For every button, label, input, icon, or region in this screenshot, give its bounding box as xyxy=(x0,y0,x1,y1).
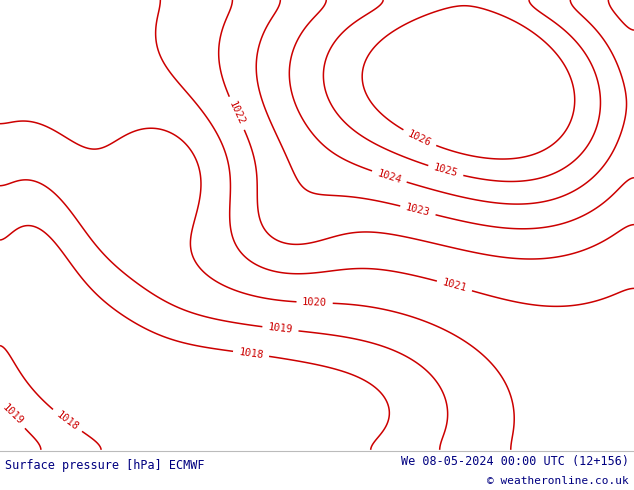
Text: 1020: 1020 xyxy=(302,297,327,308)
Text: Surface pressure [hPa] ECMWF: Surface pressure [hPa] ECMWF xyxy=(5,459,205,471)
Text: We 08-05-2024 00:00 UTC (12+156): We 08-05-2024 00:00 UTC (12+156) xyxy=(401,455,629,468)
Text: 1018: 1018 xyxy=(54,409,80,432)
Text: 1019: 1019 xyxy=(0,403,25,427)
Text: 1019: 1019 xyxy=(268,322,294,335)
Text: 1024: 1024 xyxy=(376,168,403,185)
Text: 1022: 1022 xyxy=(227,100,247,127)
Text: 1018: 1018 xyxy=(238,347,264,361)
Text: 1025: 1025 xyxy=(432,163,459,179)
Text: 1021: 1021 xyxy=(441,278,468,294)
Text: 1026: 1026 xyxy=(406,128,433,148)
Text: © weatheronline.co.uk: © weatheronline.co.uk xyxy=(487,476,629,486)
Text: 1023: 1023 xyxy=(404,202,431,218)
